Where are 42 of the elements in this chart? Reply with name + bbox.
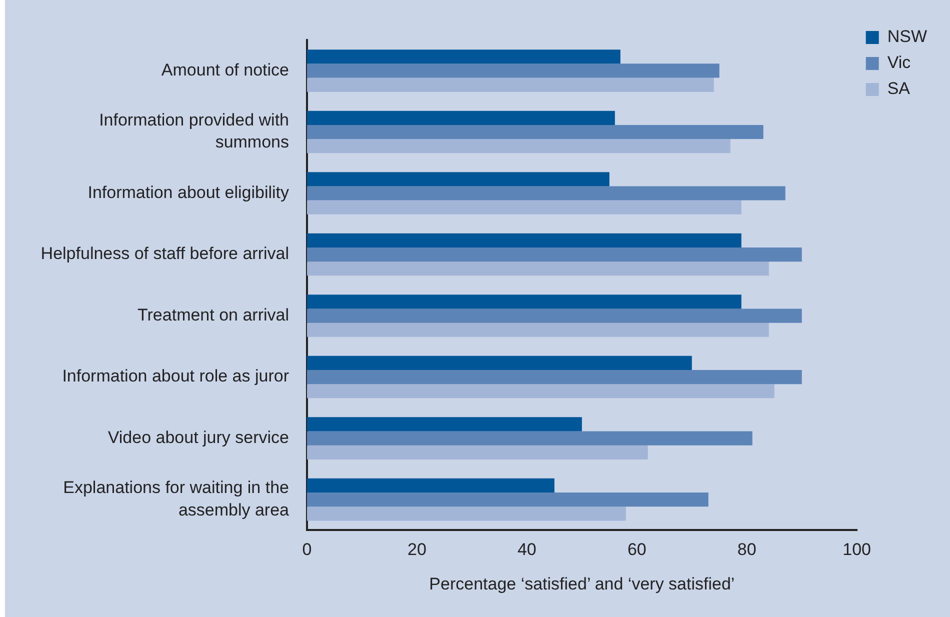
legend-label: SA (887, 79, 911, 98)
bar (307, 492, 708, 507)
x-tick-label: 60 (627, 540, 646, 560)
legend-label: Vic (887, 53, 912, 72)
bar (307, 78, 714, 92)
x-axis-title: Percentage ‘satisfied’ and ‘very satisfied’ (429, 574, 735, 594)
bar (307, 110, 615, 125)
x-tick-label: 40 (517, 540, 536, 560)
bar (307, 370, 802, 384)
bar (307, 384, 774, 398)
bar (307, 262, 769, 276)
bar (307, 478, 554, 493)
x-tick-label: 80 (737, 540, 756, 560)
bar (307, 64, 720, 78)
legend-label: NSW (887, 27, 928, 46)
bar (307, 294, 742, 309)
x-tick-label: 100 (842, 540, 872, 560)
bar (307, 247, 802, 262)
y-tick-label: Information about role as juror (62, 366, 290, 386)
x-tick-label: 0 (302, 540, 312, 560)
bar (307, 431, 752, 446)
bar (307, 417, 582, 432)
y-tick-label: Information provided with summons (99, 110, 289, 152)
bar (307, 186, 786, 200)
y-tick-label: Explanations for waiting in the assembly area (63, 478, 290, 520)
bar (307, 139, 730, 154)
bar (307, 322, 769, 337)
y-tick-label: Treatment on arrival (138, 305, 289, 324)
y-tick-label: Information about eligibility (88, 182, 290, 202)
bar (307, 356, 692, 370)
bar (307, 124, 764, 140)
bar (307, 200, 742, 214)
bar (307, 50, 620, 64)
bar (307, 445, 648, 460)
bar (307, 506, 626, 521)
x-tick-label: 20 (408, 540, 426, 560)
bar (307, 233, 742, 248)
bar (307, 172, 610, 186)
y-tick-label: Video about jury service (108, 428, 289, 447)
bar (307, 308, 802, 323)
y-tick-label: Amount of notice (161, 60, 289, 80)
y-tick-label: Helpfulness of staff before arrival (40, 244, 289, 264)
